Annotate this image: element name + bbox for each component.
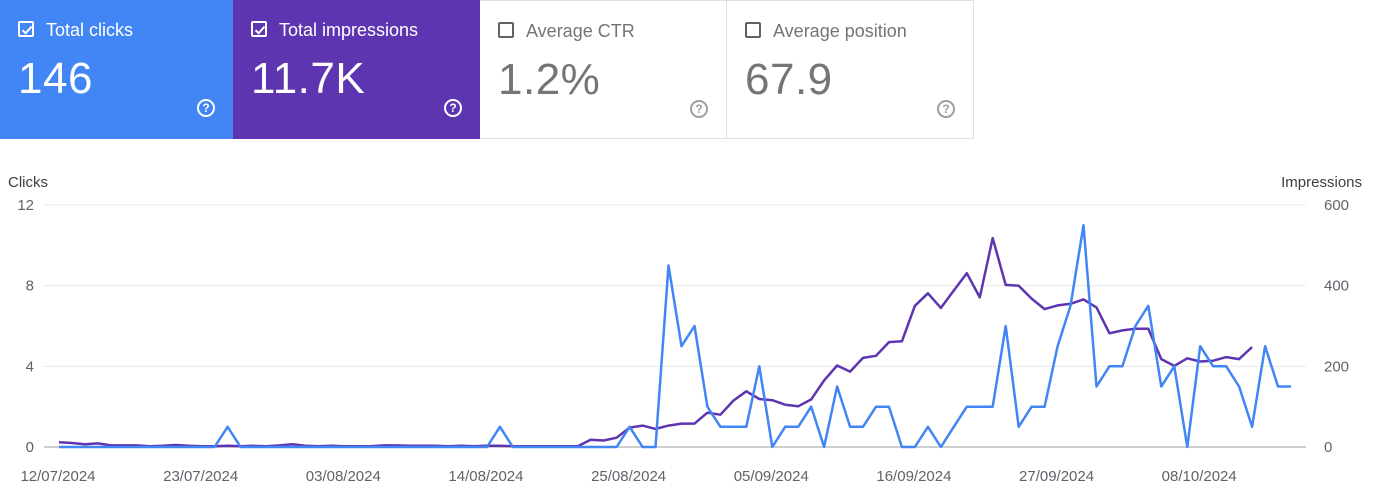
x-tick-label: 23/07/2024 [163, 468, 238, 485]
checkbox-checked-icon[interactable] [18, 21, 34, 37]
average-position-card[interactable]: Average position 67.9 ? [727, 0, 974, 139]
total-impressions-label: Total impressions [279, 20, 419, 40]
gridlines [44, 204, 1306, 448]
checkbox-unchecked-icon[interactable] [498, 22, 514, 38]
total-clicks-value: 146 [18, 54, 93, 103]
checkbox-checked-icon[interactable] [251, 21, 267, 37]
right-axis-title: Impressions [1281, 174, 1362, 191]
x-tick-label: 14/08/2024 [448, 468, 523, 485]
x-axis-ticks: 12/07/2024 23/07/2024 03/08/2024 14/08/2024… [20, 468, 1236, 485]
checkbox-unchecked-icon[interactable] [745, 22, 761, 38]
average-position-label: Average position [773, 21, 907, 41]
average-ctr-label: Average CTR [526, 21, 635, 41]
total-clicks-label: Total clicks [46, 20, 134, 40]
help-icon[interactable]: ? [197, 99, 215, 117]
x-tick-label: 12/07/2024 [20, 468, 95, 485]
x-tick-label: 03/08/2024 [306, 468, 381, 485]
left-axis-title: Clicks [8, 174, 48, 191]
clicks-series-line [59, 223, 1291, 449]
total-clicks-card[interactable]: Total clicks 146 ? [0, 0, 233, 139]
total-impressions-value: 11.7K [251, 54, 366, 103]
total-impressions-card[interactable]: Total impressions 11.7K ? [233, 0, 480, 139]
left-axis-ticks: 12 8 4 0 [17, 197, 34, 456]
performance-chart: Clicks Impressions 12 8 4 0 600 400 200 0 12/0… [8, 174, 1362, 485]
left-tick-label: 0 [26, 439, 34, 456]
series-lines [58, 223, 1291, 449]
right-tick-label: 200 [1324, 358, 1349, 375]
metric-cards: Total clicks 146 ? Total impressions 11.… [0, 0, 974, 139]
average-ctr-value: 1.2% [498, 55, 601, 104]
right-axis-ticks: 600 400 200 0 [1324, 197, 1349, 456]
x-tick-label: 05/09/2024 [734, 468, 809, 485]
right-tick-label: 0 [1324, 439, 1332, 456]
right-tick-label: 400 [1324, 278, 1349, 295]
help-icon[interactable]: ? [444, 99, 462, 117]
x-tick-label: 27/09/2024 [1019, 468, 1094, 485]
average-ctr-card[interactable]: Average CTR 1.2% ? [480, 0, 727, 139]
left-tick-label: 12 [17, 197, 34, 214]
help-icon[interactable]: ? [937, 100, 955, 118]
left-tick-label: 4 [26, 358, 34, 375]
impressions-series-line [58, 236, 1253, 448]
x-tick-label: 16/09/2024 [876, 468, 951, 485]
help-icon[interactable]: ? [690, 100, 708, 118]
right-tick-label: 600 [1324, 197, 1349, 214]
x-tick-label: 08/10/2024 [1162, 468, 1237, 485]
x-tick-label: 25/08/2024 [591, 468, 666, 485]
left-tick-label: 8 [26, 278, 34, 295]
average-position-value: 67.9 [745, 55, 833, 104]
